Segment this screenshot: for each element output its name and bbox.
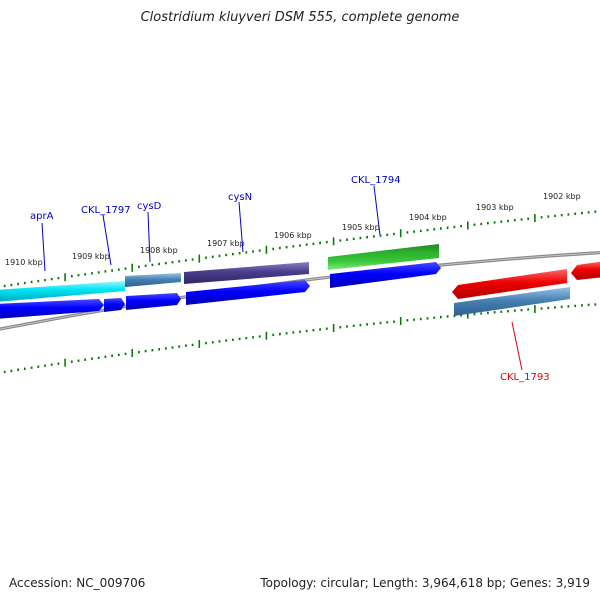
kbp-label: 1910 kbp xyxy=(5,258,43,267)
feature-cysN-bar[interactable] xyxy=(184,262,309,284)
cds-arrow-CKL_1797[interactable] xyxy=(104,298,125,312)
accession-text: Accession: NC_009706 xyxy=(9,576,146,590)
cds-arrow-aprA[interactable] xyxy=(0,299,104,319)
feature-CKL_1793-bar[interactable] xyxy=(454,287,570,316)
cds-arrow-cysD[interactable] xyxy=(126,293,181,310)
aprA-leader xyxy=(41,222,46,272)
kbp-label: 1907 kbp xyxy=(207,239,245,248)
kbp-label: 1909 kbp xyxy=(72,252,110,261)
upper-tick-track xyxy=(3,210,597,288)
CKL_1797-leader xyxy=(102,214,112,266)
gene-label-cysD: cysD xyxy=(137,201,162,212)
kbp-label: 1905 kbp xyxy=(342,223,380,232)
kbp-label: 1903 kbp xyxy=(476,203,514,212)
gene-label-CKL_1797: CKL_1797 xyxy=(81,205,131,216)
kbp-label: 1902 kbp xyxy=(543,192,581,201)
cds-arrow-CKL_1794[interactable] xyxy=(330,262,441,288)
feature-cysD-bar[interactable] xyxy=(125,273,181,287)
feature-CKL_1794-bar[interactable] xyxy=(328,244,439,270)
kbp-label: 1906 kbp xyxy=(274,231,312,240)
map-title: Clostridium kluyveri DSM 555, complete g… xyxy=(140,10,460,25)
gene-label-CKL_1793: CKL_1793 xyxy=(500,372,550,383)
gene-label-aprA: aprA xyxy=(30,211,54,222)
genome-summary-text: Topology: circular; Length: 3,964,618 bp… xyxy=(260,576,590,590)
cds-arrow-cysN[interactable] xyxy=(186,280,310,305)
kbp-label: 1908 kbp xyxy=(140,246,178,255)
cysN-leader xyxy=(238,201,244,253)
gene-label-cysN: cysN xyxy=(228,192,252,203)
lower-tick-track xyxy=(3,303,597,374)
gene-label-CKL_1794: CKL_1794 xyxy=(351,175,401,186)
CKL_1793-leader xyxy=(511,321,523,371)
cysD-leader xyxy=(147,211,151,263)
cds-arrow-offscreen-right[interactable] xyxy=(571,261,600,280)
CKL_1794-leader xyxy=(373,185,381,236)
cds-arrow-CKL_1793[interactable] xyxy=(452,269,567,299)
kbp-label: 1904 kbp xyxy=(409,213,447,222)
feature-aprA-bar[interactable] xyxy=(0,281,125,302)
